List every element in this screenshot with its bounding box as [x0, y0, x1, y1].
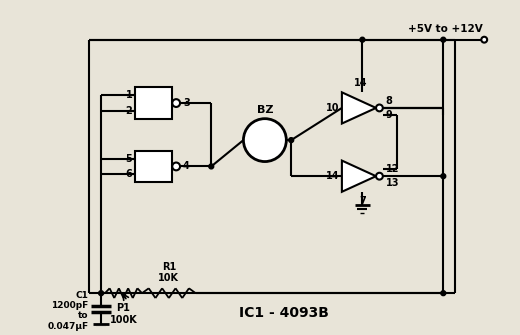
Text: 13: 13 — [386, 178, 399, 188]
Text: 12: 12 — [386, 164, 399, 174]
Circle shape — [376, 105, 383, 111]
Text: P1
100K: P1 100K — [110, 303, 137, 325]
Circle shape — [441, 291, 446, 295]
Text: 10: 10 — [326, 103, 339, 113]
Polygon shape — [342, 92, 376, 124]
Text: 8: 8 — [386, 96, 393, 106]
Text: 3: 3 — [183, 98, 190, 108]
Text: IC1 - 4093B: IC1 - 4093B — [239, 306, 329, 320]
Text: 7: 7 — [359, 196, 366, 206]
Circle shape — [243, 119, 287, 161]
Polygon shape — [342, 160, 376, 192]
Text: C1
1200pF
to
0.047μF: C1 1200pF to 0.047μF — [47, 291, 88, 331]
Circle shape — [360, 37, 365, 42]
Text: BZ: BZ — [257, 105, 273, 115]
Circle shape — [441, 37, 446, 42]
Text: +5V to +12V: +5V to +12V — [408, 24, 482, 34]
Circle shape — [172, 99, 180, 107]
Circle shape — [172, 162, 180, 170]
Text: 1: 1 — [125, 90, 132, 100]
Text: 14: 14 — [354, 78, 367, 88]
Text: 2: 2 — [125, 106, 132, 116]
Text: R1
10K: R1 10K — [159, 262, 179, 283]
Circle shape — [441, 174, 446, 179]
Circle shape — [209, 164, 214, 169]
Bar — [135, 87, 172, 119]
Circle shape — [99, 291, 103, 295]
Text: 4: 4 — [183, 161, 190, 172]
Circle shape — [289, 138, 294, 143]
Text: 9: 9 — [386, 110, 393, 120]
Bar — [135, 151, 172, 182]
Text: 6: 6 — [125, 169, 132, 179]
Text: 14: 14 — [326, 171, 339, 181]
Circle shape — [482, 37, 487, 43]
Text: 5: 5 — [125, 154, 132, 163]
Circle shape — [376, 173, 383, 180]
